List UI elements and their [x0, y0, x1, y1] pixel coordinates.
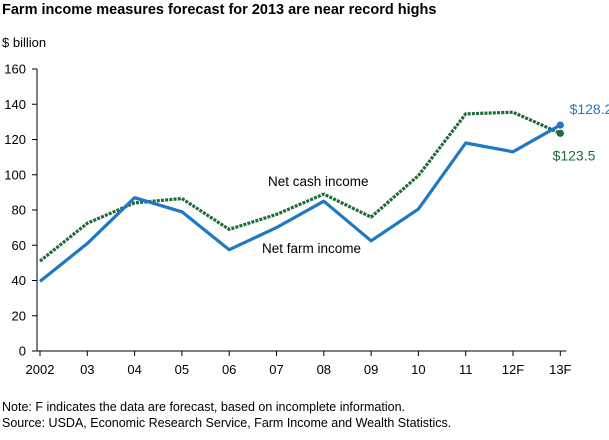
x-tick-label: 05: [175, 362, 189, 377]
x-tick-label: 06: [222, 362, 236, 377]
series-label-net-farm-income: Net farm income: [262, 241, 361, 256]
end-value-label-net-farm-income: $128.2: [570, 101, 609, 117]
series-endpoint-marker: [556, 129, 564, 137]
x-tick-label: 07: [269, 362, 283, 377]
series-line-net-farm-income: [38, 123, 562, 283]
x-tick-label: 12F: [502, 362, 524, 377]
x-tick-label: 04: [127, 362, 141, 377]
y-axis-unit-label: $ billion: [2, 35, 47, 50]
y-tick-label: 20: [12, 308, 26, 323]
y-tick-label: 80: [12, 203, 26, 218]
y-tick-label: 120: [4, 132, 26, 147]
y-tick-label: 40: [12, 273, 26, 288]
x-tick-label: 03: [80, 362, 94, 377]
series-label-net-cash-income: Net cash income: [268, 174, 369, 189]
chart-title: Farm income measures forecast for 2013 a…: [2, 2, 437, 18]
x-tick-label: 11: [459, 362, 473, 377]
x-tick-label: 13F: [549, 362, 571, 377]
x-tick-label: 2002: [26, 362, 55, 377]
footnote-note: Note: F indicates the data are forecast,…: [2, 400, 406, 414]
series-endpoint-marker: [556, 121, 564, 129]
y-tick-label: 140: [4, 97, 26, 112]
y-tick-label: 0: [19, 344, 26, 359]
x-tick-label: 10: [411, 362, 425, 377]
footnote-source: Source: USDA, Economic Research Service,…: [2, 416, 452, 430]
x-tick-label: 08: [317, 362, 331, 377]
y-tick-label: 100: [4, 167, 26, 182]
end-value-label-net-cash-income: $123.5: [553, 147, 596, 163]
y-tick-label: 160: [4, 62, 26, 77]
y-tick-label: 60: [12, 238, 26, 253]
x-tick-label: 09: [364, 362, 378, 377]
